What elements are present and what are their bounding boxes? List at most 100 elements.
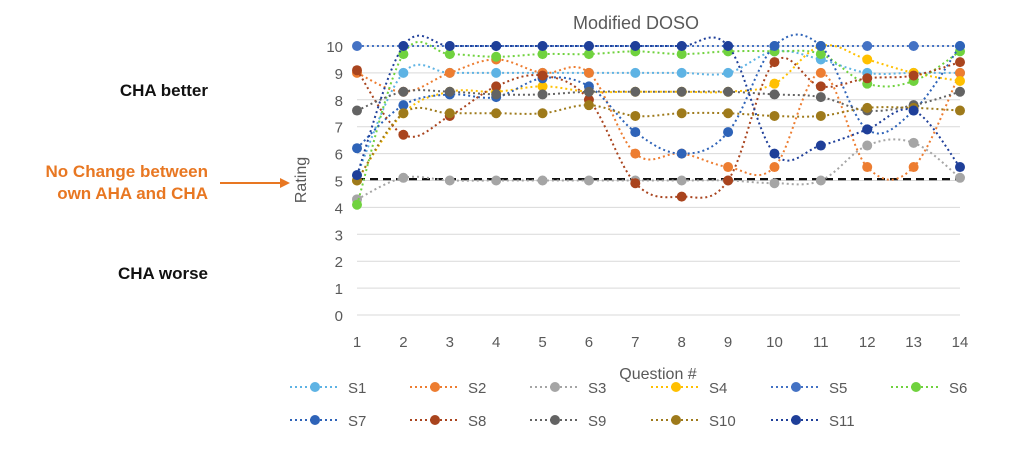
data-point xyxy=(862,41,873,51)
y-tick-label: 2 xyxy=(335,254,343,271)
cha-better-label: CHA better xyxy=(119,81,208,100)
data-point xyxy=(908,162,919,173)
legend-swatch-marker xyxy=(911,382,921,392)
data-point xyxy=(908,70,919,81)
data-point xyxy=(491,41,502,51)
data-point xyxy=(398,129,409,140)
legend-label: S4 xyxy=(709,380,727,397)
legend-item: S6 xyxy=(891,380,967,397)
data-point xyxy=(630,127,641,138)
y-tick-label: 3 xyxy=(335,227,343,244)
y-tick-label: 1 xyxy=(335,281,343,298)
data-point xyxy=(630,86,641,97)
legend-swatch-marker xyxy=(550,415,560,425)
y-axis-label: Rating xyxy=(293,157,310,203)
data-point xyxy=(769,89,780,100)
data-point xyxy=(769,41,780,51)
legend-label: S5 xyxy=(829,380,847,397)
data-point xyxy=(630,67,641,78)
data-point xyxy=(815,81,826,92)
series-s1 xyxy=(352,46,965,181)
data-point xyxy=(537,89,548,100)
data-point xyxy=(769,148,780,159)
legend-swatch-marker xyxy=(550,382,560,392)
data-point xyxy=(769,110,780,121)
legend-swatch-marker xyxy=(430,382,440,392)
x-tick-label: 12 xyxy=(859,334,876,351)
no-change-label: No Change between own AHA and CHA xyxy=(0,161,208,205)
data-point xyxy=(444,175,455,186)
series-s11 xyxy=(352,34,965,181)
data-point xyxy=(583,49,594,60)
x-axis-label: Question # xyxy=(619,366,696,383)
y-tick-label: 6 xyxy=(335,147,343,164)
legend: S1 S2 S3 S4 S5 S6 S7 S8 S9 S10 S11 xyxy=(290,380,967,430)
data-point xyxy=(676,175,687,186)
series-s9 xyxy=(352,86,965,116)
data-point xyxy=(908,41,919,51)
data-point xyxy=(676,148,687,159)
data-point xyxy=(583,100,594,111)
y-tick-label: 10 xyxy=(326,39,343,56)
data-point xyxy=(398,67,409,78)
data-point xyxy=(862,140,873,151)
data-point xyxy=(537,175,548,186)
data-point xyxy=(723,108,734,119)
series-lines xyxy=(352,33,965,210)
data-point xyxy=(862,73,873,84)
data-point xyxy=(352,105,362,116)
x-tick-label: 10 xyxy=(766,334,783,351)
data-point xyxy=(955,67,965,78)
legend-item: S7 xyxy=(290,413,366,430)
data-point xyxy=(862,54,873,65)
x-tick-label: 3 xyxy=(446,334,454,351)
y-tick-label: 7 xyxy=(335,120,343,137)
legend-swatch-marker xyxy=(430,415,440,425)
data-point xyxy=(676,67,687,78)
data-point xyxy=(398,100,409,111)
legend-item: S11 xyxy=(771,413,855,430)
x-tick-label: 8 xyxy=(678,334,686,351)
data-point xyxy=(491,81,502,92)
y-tick-label: 8 xyxy=(335,93,343,110)
data-point xyxy=(583,67,594,78)
legend-item: S3 xyxy=(530,380,606,397)
legend-label: S7 xyxy=(348,413,366,430)
data-point xyxy=(630,178,641,189)
data-point xyxy=(723,86,734,97)
data-point xyxy=(815,110,826,121)
no-change-label-line2: own AHA and CHA xyxy=(57,184,208,203)
data-point xyxy=(444,49,455,60)
data-point xyxy=(398,172,409,183)
data-point xyxy=(955,105,965,116)
data-point xyxy=(630,41,641,51)
no-change-label-line1: No Change between xyxy=(45,162,208,181)
no-change-arrow xyxy=(220,178,290,188)
data-point xyxy=(955,41,965,51)
data-point xyxy=(955,86,965,97)
legend-swatch-marker xyxy=(791,382,801,392)
data-point xyxy=(352,143,362,154)
data-point xyxy=(815,67,826,78)
data-point xyxy=(676,49,687,60)
legend-swatch-marker xyxy=(310,382,320,392)
data-point xyxy=(815,92,826,103)
series-line xyxy=(356,44,961,182)
data-point xyxy=(537,41,548,51)
data-point xyxy=(630,148,641,159)
data-point xyxy=(491,51,502,62)
data-point xyxy=(398,41,409,51)
series-line xyxy=(356,49,960,176)
data-point xyxy=(537,108,548,119)
legend-swatch-marker xyxy=(671,415,681,425)
x-tick-label: 7 xyxy=(631,334,639,351)
data-point xyxy=(955,172,965,183)
legend-item: S4 xyxy=(651,380,727,397)
data-point xyxy=(862,162,873,173)
x-tick-label: 4 xyxy=(492,334,500,351)
x-tick-label: 1 xyxy=(353,334,361,351)
y-tick-label: 0 xyxy=(335,308,343,325)
data-point xyxy=(769,178,780,189)
